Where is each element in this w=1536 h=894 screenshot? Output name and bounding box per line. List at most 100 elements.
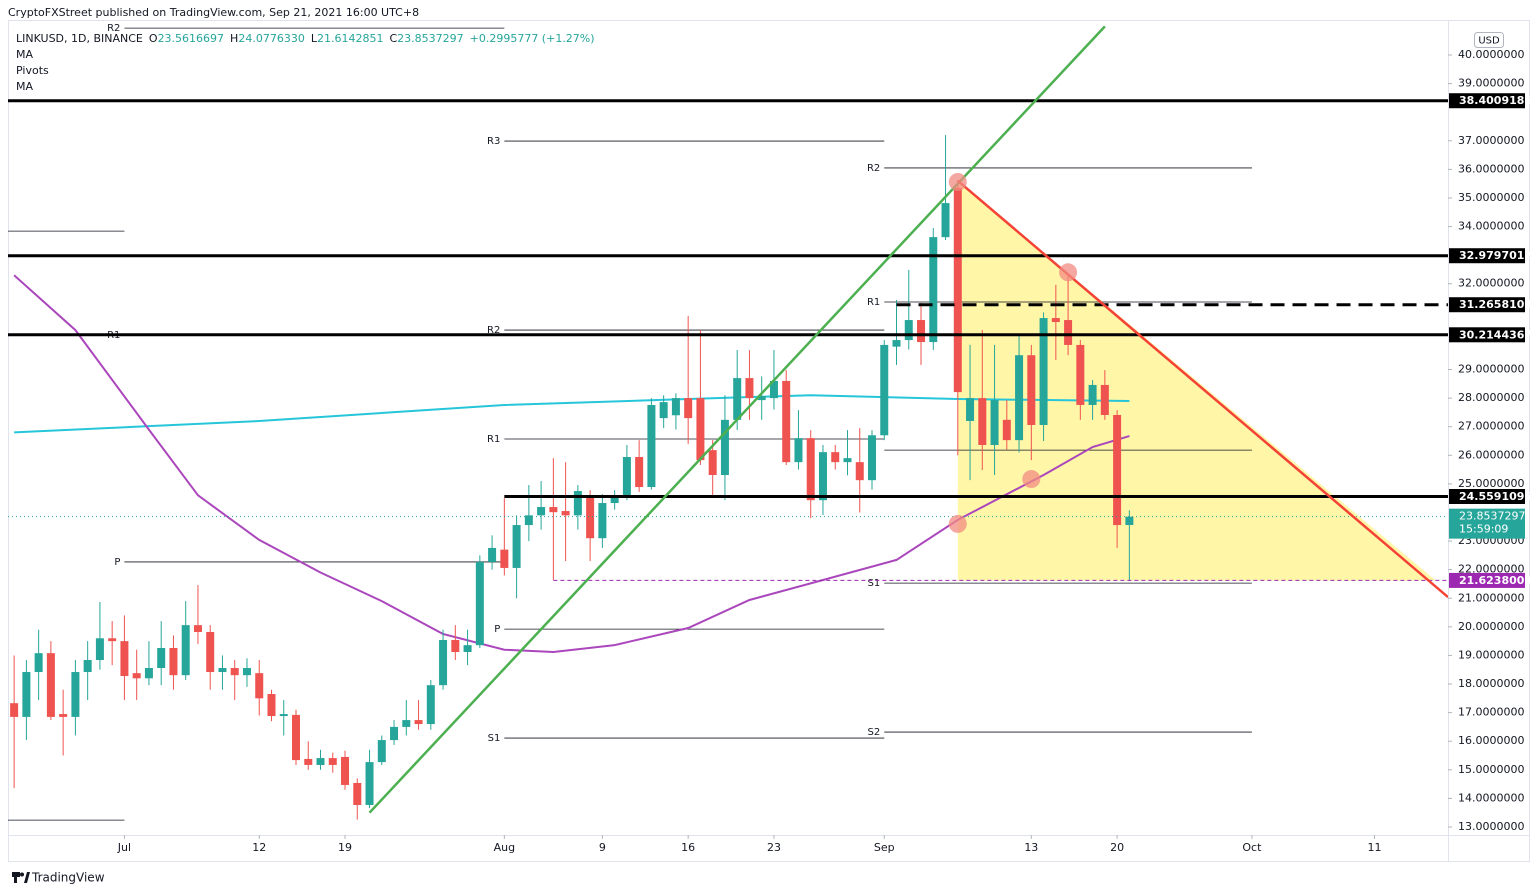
- pivot-label: R2: [107, 23, 120, 34]
- candle-body: [524, 515, 533, 526]
- indicator-legend[interactable]: MA: [16, 48, 33, 61]
- currency[interactable]: USD: [1478, 36, 1500, 47]
- y-tick-label: 16.0000000: [1458, 734, 1524, 747]
- symbol: LINKUSD, 1D, BINANCE: [16, 32, 143, 45]
- logo-dot: [20, 872, 24, 877]
- indicator-legend[interactable]: MA: [16, 80, 33, 93]
- indicator-legend[interactable]: Pivots: [16, 64, 49, 77]
- pivot-label: R1: [487, 434, 500, 445]
- y-tick-label: 37.0000000: [1458, 134, 1524, 147]
- candle-body: [598, 503, 607, 539]
- candle-body: [475, 561, 484, 646]
- candle-body: [868, 435, 876, 481]
- candle-body: [512, 525, 521, 568]
- candle-body: [10, 703, 19, 717]
- price-tag-label: 24.5591095: [1459, 490, 1532, 503]
- candle-body: [929, 237, 938, 343]
- x-tick-label: 12: [252, 841, 266, 854]
- y-tick-label: 13.0000000: [1458, 820, 1524, 833]
- ohlc-value: 21.6142851: [317, 32, 383, 45]
- symbol-legend: LINKUSD, 1D, BINANCE O23.5616697 H24.07763…: [16, 32, 595, 45]
- y-tick-label: 35.0000000: [1458, 191, 1524, 204]
- candle-body: [904, 320, 913, 341]
- x-tick-label: Jul: [117, 841, 131, 854]
- candle-body: [610, 497, 619, 504]
- candle-body: [390, 726, 399, 741]
- candle-body: [22, 672, 31, 717]
- price-tag: [1449, 297, 1525, 313]
- candle-body: [316, 758, 325, 765]
- candle-body: [892, 340, 901, 347]
- y-tick-label: 32.0000000: [1458, 277, 1524, 290]
- candle-body: [304, 758, 313, 765]
- ohlc-prefix: O: [149, 32, 158, 45]
- candle-body: [1015, 355, 1024, 441]
- candle-body: [353, 782, 362, 805]
- y-tick-label: 36.0000000: [1458, 162, 1524, 175]
- x-tick-label: 20: [1110, 841, 1124, 854]
- candle-body: [966, 398, 975, 421]
- candle-body: [365, 762, 374, 805]
- candle-body: [757, 396, 766, 401]
- y-tick-label: 18.0000000: [1458, 677, 1524, 690]
- ohlc-prefix: L: [311, 32, 318, 45]
- candle-body: [843, 458, 852, 463]
- x-tick-label: Sep: [874, 841, 895, 854]
- candle-body: [292, 714, 300, 761]
- candle-body: [488, 547, 497, 562]
- candle-body: [622, 457, 631, 498]
- candle-body: [733, 378, 742, 420]
- candle-body: [818, 452, 827, 501]
- x-tick-label: 23: [767, 841, 781, 854]
- candle-body: [978, 398, 987, 445]
- trendline: [368, 25, 1106, 814]
- candle-body: [671, 398, 680, 416]
- candle-body: [95, 638, 104, 661]
- plot-area: R2R1PR3R2R1PS1R2R1S1S2: [8, 23, 1448, 821]
- candle-body: [132, 673, 141, 679]
- trendline: [956, 179, 1448, 599]
- candle-body: [144, 668, 153, 679]
- candle-body: [120, 641, 129, 677]
- x-tick-label: 13: [1024, 841, 1038, 854]
- candle-body: [218, 668, 227, 673]
- candle-body: [500, 549, 509, 568]
- change: +0.2995777 (+1.27%): [470, 32, 595, 45]
- y-tick-label: 29.0000000: [1458, 363, 1524, 376]
- candle-body: [230, 668, 239, 676]
- candle-body: [1027, 355, 1036, 425]
- candle-body: [71, 672, 80, 717]
- candle-body: [1125, 516, 1134, 526]
- candle-body: [181, 625, 190, 676]
- candle-body: [206, 631, 215, 673]
- y-tick-label: 19.0000000: [1458, 648, 1524, 661]
- last-price-tag: [1449, 508, 1525, 539]
- candle-body: [941, 203, 950, 238]
- candle-body: [463, 645, 472, 653]
- candle-body: [917, 320, 926, 343]
- candle-body: [193, 625, 202, 632]
- candle-body: [855, 462, 864, 481]
- pivot-label: R2: [867, 163, 880, 174]
- y-tick-label: 20.0000000: [1458, 620, 1524, 633]
- frame: [8, 20, 1530, 862]
- candle-body: [708, 450, 717, 476]
- x-tick-label: Oct: [1242, 841, 1262, 854]
- candle-body: [1076, 344, 1085, 405]
- x-tick-label: 9: [599, 841, 606, 854]
- ohlc-value: 23.8537297: [397, 32, 463, 45]
- x-tick-label: 11: [1367, 841, 1381, 854]
- price-tag-label: 32.9797012: [1459, 249, 1532, 262]
- price-tag-label: 21.6238009: [1459, 574, 1532, 587]
- y-tick-label: 39.0000000: [1458, 77, 1524, 90]
- candle-body: [169, 648, 178, 676]
- candle-body: [635, 457, 644, 488]
- candle-body: [34, 653, 43, 673]
- ohlc-value: 24.0776330: [238, 32, 304, 45]
- touch-marker: [948, 172, 967, 191]
- y-tick-label: 25.0000000: [1458, 477, 1524, 490]
- currency-box[interactable]: [1474, 32, 1504, 48]
- candle-body: [769, 380, 778, 399]
- pivot-label: S1: [488, 733, 501, 744]
- candle-body: [451, 639, 460, 653]
